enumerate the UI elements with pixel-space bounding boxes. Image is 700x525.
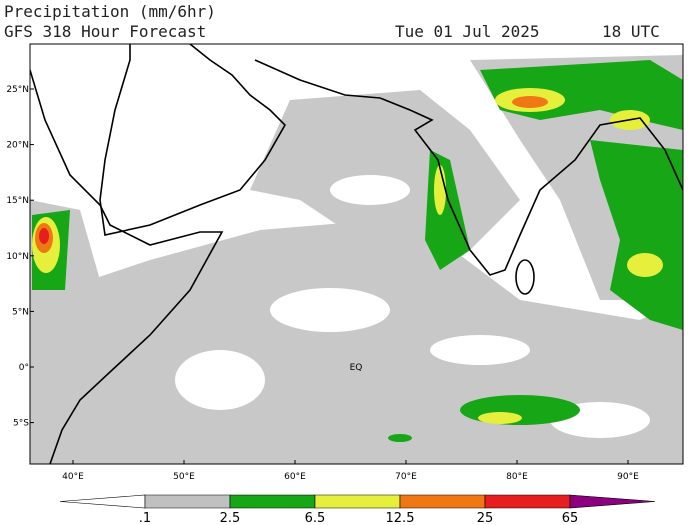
lon-label: 80°E [506,472,528,482]
lon-label: 40°E [62,472,84,482]
colorbar-label: .1 [139,511,151,525]
colorbar-segment [314,494,401,509]
extreme-precip [39,228,49,244]
lon-label: 50°E [173,472,195,482]
very-heavy-precip [35,96,548,253]
colorbar-segment [399,494,486,509]
date: Tue 01 Jul 2025 [395,22,540,41]
equator-label: EQ [350,363,363,373]
time: 18 UTC [602,22,660,41]
colorbar-label: 2.5 [220,511,241,525]
coastlines [30,44,683,464]
subtitle: GFS 318 Hour Forecast [4,22,206,41]
colorbar-segment [569,494,656,509]
map-area [30,44,683,464]
lat-label: 25°N [6,85,29,95]
colorbar-segment [229,494,316,509]
lat-label: 10°N [6,252,29,262]
colorbar-segment [59,494,146,509]
lon-label: 60°E [284,472,306,482]
lat-label: 0° [19,363,29,373]
lat-label: 20°N [6,141,29,151]
dry-areas [175,175,650,438]
lat-label: 15°N [6,196,29,206]
title: Precipitation (mm/6hr) [4,2,216,21]
colorbar-label: 12.5 [386,511,415,525]
colorbar-segment [144,494,231,509]
lat-label: 5°S [13,419,29,429]
colorbar-segment [484,494,571,509]
map-frame [29,43,684,465]
colorbar-label: 65 [562,511,579,525]
colorbar-label: 25 [477,511,494,525]
lon-label: 90°E [617,472,639,482]
colorbar-label: 6.5 [305,511,326,525]
lon-label: 70°E [395,472,417,482]
lat-label: 5°N [12,307,29,317]
